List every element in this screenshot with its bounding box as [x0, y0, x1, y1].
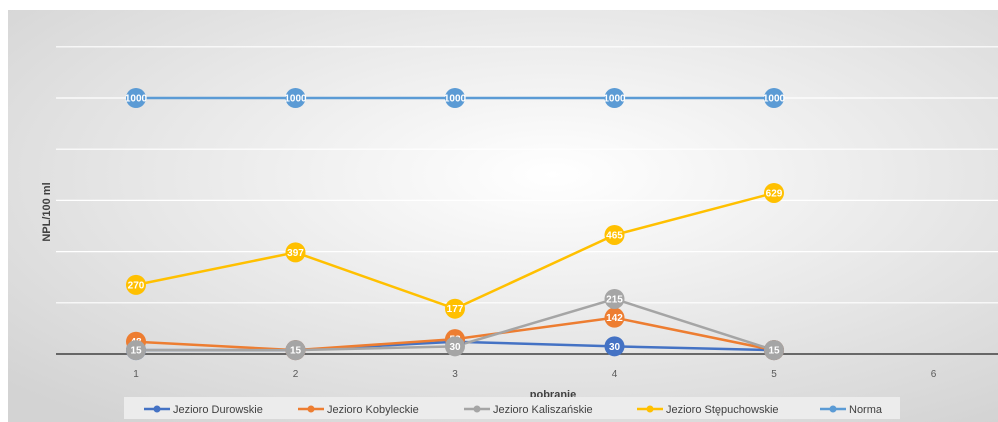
data-label: 270: [128, 280, 145, 291]
data-label: 629: [766, 188, 783, 199]
legend: Jezioro Durowskie Jezioro Kobyleckie Jezio…: [124, 397, 900, 419]
plot-area-background: [8, 10, 998, 422]
data-label: 1000: [444, 94, 467, 105]
x-tick-label: 6: [931, 369, 937, 380]
data-label: 465: [606, 230, 623, 241]
legend-marker: [307, 405, 315, 413]
data-label: 177: [447, 304, 464, 315]
data-label: 15: [768, 346, 780, 357]
data-point: [604, 224, 625, 245]
data-label: 30: [449, 342, 461, 353]
data-point: [445, 88, 465, 108]
data-point: [764, 182, 784, 203]
data-label: 15: [290, 346, 302, 357]
legend-background: [124, 397, 900, 419]
data-label: 1000: [125, 94, 148, 105]
data-point: [604, 336, 625, 357]
data-point: [285, 88, 306, 108]
legend-entry: Jezioro Kaliszańskie: [493, 404, 593, 416]
data-label: 397: [287, 248, 304, 259]
x-tick-label: 4: [612, 369, 618, 380]
data-label: 142: [606, 313, 623, 324]
data-point: [764, 88, 784, 108]
x-tick-label: 1: [133, 369, 139, 380]
data-label: 30: [609, 342, 621, 353]
data-point: [764, 340, 784, 361]
data-point: [604, 307, 625, 328]
data-label: 1000: [603, 94, 626, 105]
legend-marker: [153, 405, 161, 413]
data-label: 215: [606, 294, 623, 305]
data-point: [285, 340, 306, 361]
x-tick-label: 2: [293, 369, 299, 380]
data-point: [604, 288, 625, 309]
data-point: [604, 88, 625, 108]
x-tick-label: 5: [771, 369, 777, 380]
data-point: [285, 242, 306, 263]
data-label: 1000: [763, 94, 786, 105]
data-point: [445, 336, 465, 357]
legend-entry: Norma: [849, 404, 883, 416]
x-tick-label: 3: [452, 369, 458, 380]
legend-entry: Jezioro Kobyleckie: [327, 404, 419, 416]
data-point: [126, 340, 146, 361]
data-label: 1000: [284, 94, 307, 105]
legend-entry: Jezioro Stępuchowskie: [666, 404, 779, 416]
data-point: [126, 88, 146, 108]
data-label: 15: [130, 346, 142, 357]
legend-entry: Jezioro Durowskie: [173, 404, 263, 416]
legend-marker: [829, 405, 837, 413]
data-point: [126, 274, 146, 295]
legend-marker: [646, 405, 654, 413]
y-axis-title: NPL/100 ml: [41, 182, 53, 241]
legend-marker: [473, 405, 481, 413]
data-point: [445, 298, 465, 319]
